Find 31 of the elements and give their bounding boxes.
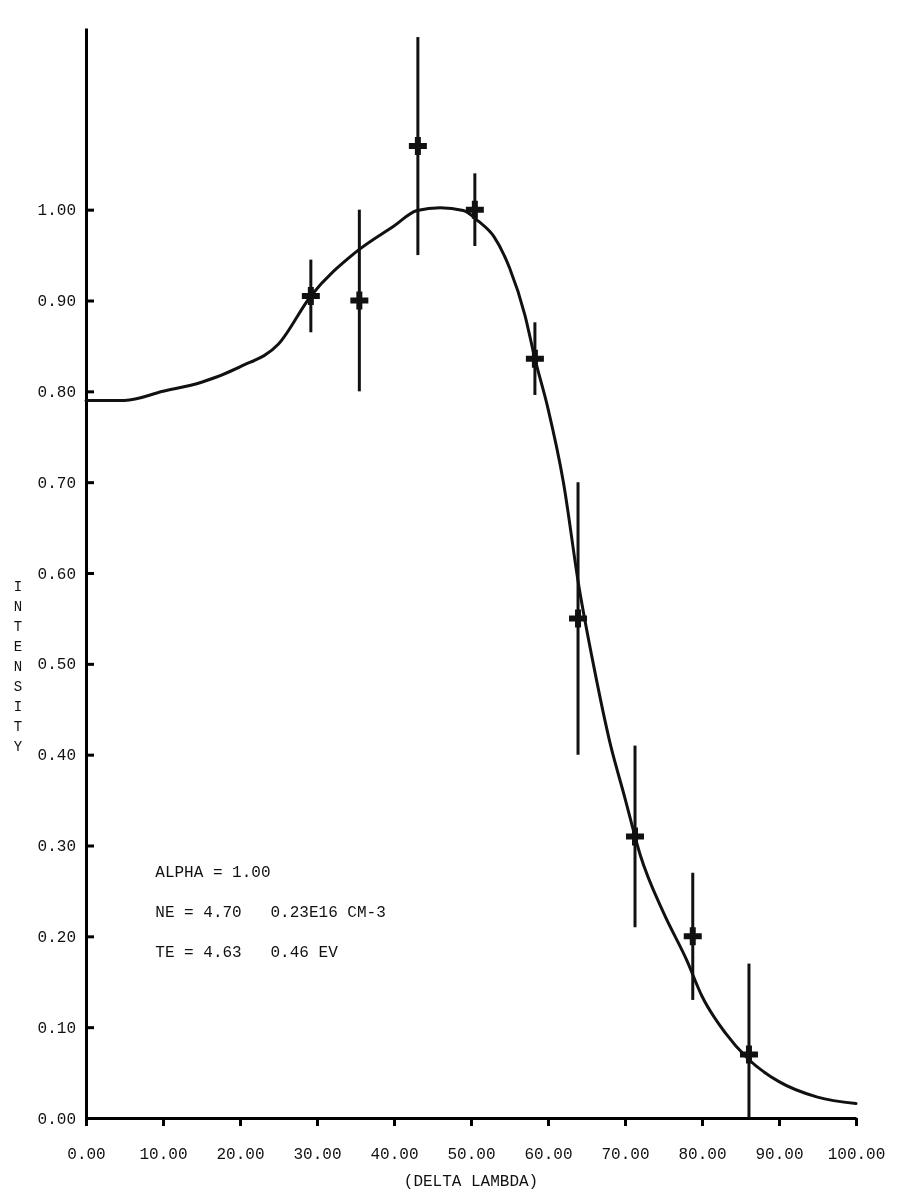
point	[408, 137, 427, 156]
annotation: NE = 4.70 0.23E16 CM-3	[155, 904, 386, 923]
y-tick-label: 0.00	[37, 1110, 76, 1129]
x-tick-label: 80.00	[678, 1146, 727, 1165]
y-tick-label: 0.90	[37, 293, 76, 312]
annotation: ALPHA = 1.00	[155, 864, 271, 883]
x-tick-label: 100.00	[827, 1146, 886, 1165]
x-tick-label: 0.00	[67, 1146, 106, 1165]
y-tick-label: 0.40	[37, 747, 76, 766]
y-tick-label: 0.80	[37, 383, 76, 402]
y-tick-label: 0.20	[37, 928, 76, 947]
point	[683, 927, 702, 946]
x-tick-label: 10.00	[139, 1146, 188, 1165]
x-axis-title: (DELTA LAMBDA)	[403, 1173, 539, 1191]
x-tick-label: 50.00	[447, 1146, 496, 1165]
y-tick-label: 0.50	[37, 656, 76, 675]
point	[569, 609, 588, 628]
y-tick-label: 0.30	[37, 838, 76, 857]
x-tick-label: 90.00	[755, 1146, 804, 1165]
annotation: TE = 4.63 0.46 EV	[155, 944, 339, 963]
y-tick-label: 1.00	[37, 202, 76, 221]
x-tick-label: 40.00	[370, 1146, 419, 1165]
y-tick-label: 0.10	[37, 1019, 76, 1038]
x-tick-label: 60.00	[524, 1146, 573, 1165]
y-tick-label: 0.70	[37, 474, 76, 493]
x-tick-label: 20.00	[216, 1146, 265, 1165]
x-tick-label: 30.00	[293, 1146, 342, 1165]
text: INTENSITY	[13, 579, 23, 756]
y-tick-label: 0.60	[37, 565, 76, 584]
point	[350, 291, 369, 310]
x-tick-label: 70.00	[601, 1146, 650, 1165]
